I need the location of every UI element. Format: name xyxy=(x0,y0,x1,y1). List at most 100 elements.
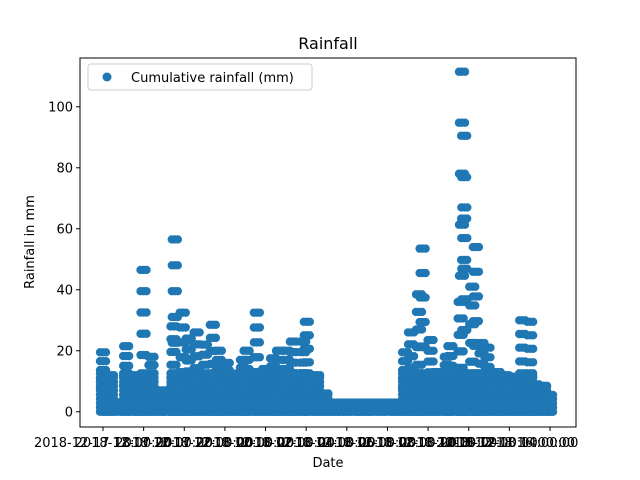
data-point xyxy=(471,282,480,291)
data-point xyxy=(142,287,151,296)
x-tick-label: 2018-12-18 16:00:00 xyxy=(437,436,575,451)
data-point xyxy=(528,331,538,340)
x-tick-label: 2018-12-18 02:00:00 xyxy=(197,436,335,451)
data-point xyxy=(181,323,190,332)
data-point xyxy=(255,353,265,362)
data-point xyxy=(172,360,181,369)
y-tick-label: 80 xyxy=(56,161,73,176)
data-point xyxy=(462,214,472,223)
data-point xyxy=(471,301,480,310)
data-point xyxy=(211,320,221,330)
x-tick-label: 2018-12-18 08:00:00 xyxy=(318,436,456,451)
data-point xyxy=(486,353,495,362)
data-point xyxy=(124,351,134,361)
data-point xyxy=(150,360,159,370)
data-point xyxy=(474,316,484,326)
data-point xyxy=(245,346,254,355)
data-point xyxy=(255,338,265,347)
legend-label: Cumulative rainfall (mm) xyxy=(131,71,294,86)
data-point xyxy=(195,328,204,337)
data-point xyxy=(315,370,325,380)
data-point xyxy=(255,323,265,332)
y-axis-label: Rainfall in mm xyxy=(23,195,38,289)
data-point xyxy=(173,235,182,244)
data-point xyxy=(421,268,430,278)
data-point xyxy=(150,369,159,378)
data-point xyxy=(429,346,438,356)
data-point xyxy=(542,381,552,391)
data-point xyxy=(417,325,427,334)
x-tick-label: 2018-12-18 04:00:00 xyxy=(237,436,375,451)
x-tick-label: 2018-12-18 14:00:00 xyxy=(440,436,578,451)
x-axis-label: Date xyxy=(312,456,343,471)
x-tick-label: 2018-12-17 18:00:00 xyxy=(34,436,172,451)
data-point xyxy=(460,67,470,76)
data-point xyxy=(101,348,111,357)
data-point xyxy=(305,331,315,340)
data-point xyxy=(463,203,472,212)
data-point xyxy=(305,358,315,367)
data-point xyxy=(460,118,470,127)
y-tick-label: 100 xyxy=(48,100,73,115)
data-point xyxy=(124,361,134,371)
data-point xyxy=(150,352,159,362)
data-point xyxy=(528,344,538,353)
x-tick-label: 2018-12-17 22:00:00 xyxy=(115,436,253,451)
data-point xyxy=(421,293,430,302)
data-point xyxy=(474,292,484,301)
data-point xyxy=(150,377,159,386)
x-tick-label: 2018-12-18 06:00:00 xyxy=(278,436,416,451)
data-point xyxy=(211,333,221,343)
data-point xyxy=(255,308,265,317)
data-point xyxy=(305,317,315,326)
data-point xyxy=(474,267,484,276)
x-tick-label: 2018-12-17 20:00:00 xyxy=(75,436,213,451)
data-points xyxy=(95,67,558,416)
y-tick-label: 0 xyxy=(65,405,73,420)
data-point xyxy=(173,261,182,270)
data-point xyxy=(459,314,468,323)
data-point xyxy=(545,398,555,407)
data-point xyxy=(142,329,151,338)
data-point xyxy=(142,265,151,275)
data-point xyxy=(324,389,333,398)
data-point xyxy=(421,244,430,253)
y-tick-label: 20 xyxy=(56,344,73,359)
data-point xyxy=(142,308,151,317)
data-point xyxy=(486,343,495,352)
data-point xyxy=(429,335,438,345)
data-point xyxy=(409,352,419,361)
plot-frame xyxy=(79,57,577,428)
data-point xyxy=(528,371,538,380)
data-point xyxy=(528,317,538,326)
x-tick-label: 2018-12-18 10:00:00 xyxy=(359,436,497,451)
data-point xyxy=(462,255,472,265)
data-point xyxy=(528,358,538,367)
data-point xyxy=(459,347,468,356)
legend: Cumulative rainfall (mm) xyxy=(87,63,313,91)
legend-marker xyxy=(102,72,112,82)
chart-title: Rainfall xyxy=(298,34,357,53)
data-point xyxy=(462,172,472,182)
data-point xyxy=(301,337,311,346)
data-point xyxy=(181,308,190,317)
data-point xyxy=(124,341,134,351)
data-point xyxy=(421,317,430,327)
data-point xyxy=(429,357,438,366)
data-point xyxy=(417,307,427,317)
data-point xyxy=(548,390,558,400)
data-point xyxy=(474,242,484,252)
data-point xyxy=(462,131,472,140)
x-tick-label: 2018-12-18 00:00:00 xyxy=(156,436,294,451)
x-tick-label: 2018-12-18 12:00:00 xyxy=(400,436,538,451)
data-point xyxy=(460,271,470,280)
data-point xyxy=(305,344,315,353)
y-tick-label: 60 xyxy=(56,222,73,237)
data-point xyxy=(101,357,111,366)
data-point xyxy=(463,233,472,243)
y-axis-ticks: 0 20 40 60 80 100 xyxy=(48,100,80,420)
data-point xyxy=(109,370,119,380)
legend-box xyxy=(87,63,313,91)
y-tick-label: 40 xyxy=(56,283,73,298)
